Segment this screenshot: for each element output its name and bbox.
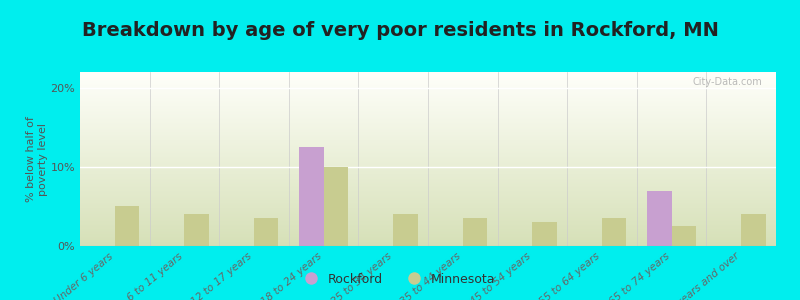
Bar bbox=[647, 190, 672, 246]
Bar bbox=[323, 167, 348, 246]
Bar bbox=[533, 222, 557, 246]
Bar bbox=[185, 214, 209, 246]
Bar bbox=[602, 218, 626, 246]
Bar bbox=[463, 218, 487, 246]
Legend: Rockford, Minnesota: Rockford, Minnesota bbox=[300, 268, 500, 291]
Text: City-Data.com: City-Data.com bbox=[692, 77, 762, 87]
Bar bbox=[254, 218, 278, 246]
Bar bbox=[742, 214, 766, 246]
Bar bbox=[394, 214, 418, 246]
Bar bbox=[115, 206, 139, 246]
Bar bbox=[299, 147, 324, 246]
Text: Breakdown by age of very poor residents in Rockford, MN: Breakdown by age of very poor residents … bbox=[82, 21, 718, 40]
Y-axis label: % below half of
poverty level: % below half of poverty level bbox=[26, 116, 48, 202]
Bar bbox=[672, 226, 696, 246]
